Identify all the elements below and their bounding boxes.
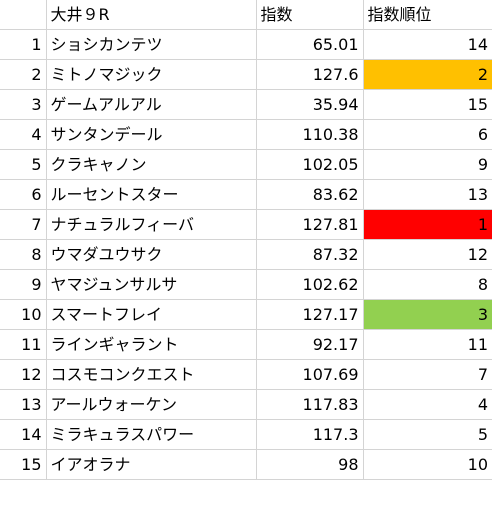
index-value-cell[interactable]: 127.6 <box>255 59 364 90</box>
header-cell-race[interactable]: 大井９R <box>45 0 257 30</box>
rank-value-cell[interactable]: 9 <box>362 149 492 180</box>
index-value-cell[interactable]: 127.81 <box>255 209 364 240</box>
race-index-table: 大井９R 指数 指数順位 1 ショシカンテツ 65.01 14 2 ミトノマジック 127.… <box>0 0 492 480</box>
index-value-cell[interactable]: 102.62 <box>255 269 364 300</box>
index-value-cell[interactable]: 83.62 <box>255 179 364 210</box>
index-value-cell[interactable]: 35.94 <box>255 89 364 120</box>
horse-name-cell[interactable]: ウマダユウサク <box>45 239 257 270</box>
index-value-cell[interactable]: 117.3 <box>255 419 364 450</box>
table-row: 3 ゲームアルアル 35.94 15 <box>0 89 492 120</box>
table-row: 10 スマートフレイ 127.17 3 <box>0 299 492 330</box>
table-row: 4 サンタンデール 110.38 6 <box>0 119 492 150</box>
index-value-cell[interactable]: 98 <box>255 449 364 480</box>
header-cell-number[interactable] <box>0 0 47 30</box>
horse-name-cell[interactable]: ゲームアルアル <box>45 89 257 120</box>
index-value-cell[interactable]: 87.32 <box>255 239 364 270</box>
table-row: 8 ウマダユウサク 87.32 12 <box>0 239 492 270</box>
row-number-cell[interactable]: 1 <box>0 29 47 60</box>
table-row: 11 ラインギャラント 92.17 11 <box>0 329 492 360</box>
horse-name-cell[interactable]: クラキャノン <box>45 149 257 180</box>
horse-name-cell[interactable]: ナチュラルフィーバ <box>45 209 257 240</box>
header-cell-rank[interactable]: 指数順位 <box>362 0 492 30</box>
index-value-cell[interactable]: 107.69 <box>255 359 364 390</box>
horse-name-cell[interactable]: コスモコンクエスト <box>45 359 257 390</box>
horse-name-cell[interactable]: ミトノマジック <box>45 59 257 90</box>
rank-value-cell[interactable]: 15 <box>362 89 492 120</box>
table-row: 9 ヤマジュンサルサ 102.62 8 <box>0 269 492 300</box>
rank-value-cell[interactable]: 7 <box>362 359 492 390</box>
table-row: 7 ナチュラルフィーバ 127.81 1 <box>0 209 492 240</box>
row-number-cell[interactable]: 11 <box>0 329 47 360</box>
table-row: 1 ショシカンテツ 65.01 14 <box>0 29 492 60</box>
horse-name-cell[interactable]: ルーセントスター <box>45 179 257 210</box>
row-number-cell[interactable]: 6 <box>0 179 47 210</box>
rank-value-cell[interactable]: 6 <box>362 119 492 150</box>
table-row: 15 イアオラナ 98 10 <box>0 449 492 480</box>
table-row: 14 ミラキュラスパワー 117.3 5 <box>0 419 492 450</box>
index-value-cell[interactable]: 102.05 <box>255 149 364 180</box>
row-number-cell[interactable]: 4 <box>0 119 47 150</box>
rank-value-cell[interactable]: 8 <box>362 269 492 300</box>
rank-value-cell[interactable]: 13 <box>362 179 492 210</box>
row-number-cell[interactable]: 13 <box>0 389 47 420</box>
horse-name-cell[interactable]: ヤマジュンサルサ <box>45 269 257 300</box>
header-row: 大井９R 指数 指数順位 <box>0 0 492 30</box>
table-row: 6 ルーセントスター 83.62 13 <box>0 179 492 210</box>
row-number-cell[interactable]: 12 <box>0 359 47 390</box>
horse-name-cell[interactable]: ショシカンテツ <box>45 29 257 60</box>
table-row: 5 クラキャノン 102.05 9 <box>0 149 492 180</box>
row-number-cell[interactable]: 3 <box>0 89 47 120</box>
horse-name-cell[interactable]: スマートフレイ <box>45 299 257 330</box>
rank-value-cell[interactable]: 5 <box>362 419 492 450</box>
rank-value-cell[interactable]: 4 <box>362 389 492 420</box>
row-number-cell[interactable]: 7 <box>0 209 47 240</box>
index-value-cell[interactable]: 117.83 <box>255 389 364 420</box>
row-number-cell[interactable]: 2 <box>0 59 47 90</box>
rank-value-cell[interactable]: 3 <box>362 299 492 330</box>
index-value-cell[interactable]: 110.38 <box>255 119 364 150</box>
index-value-cell[interactable]: 127.17 <box>255 299 364 330</box>
horse-name-cell[interactable]: ラインギャラント <box>45 329 257 360</box>
table-row: 2 ミトノマジック 127.6 2 <box>0 59 492 90</box>
rank-value-cell[interactable]: 12 <box>362 239 492 270</box>
header-cell-index[interactable]: 指数 <box>255 0 364 30</box>
rank-value-cell[interactable]: 14 <box>362 29 492 60</box>
horse-name-cell[interactable]: サンタンデール <box>45 119 257 150</box>
horse-name-cell[interactable]: アールウォーケン <box>45 389 257 420</box>
row-number-cell[interactable]: 15 <box>0 449 47 480</box>
table-row: 12 コスモコンクエスト 107.69 7 <box>0 359 492 390</box>
row-number-cell[interactable]: 10 <box>0 299 47 330</box>
row-number-cell[interactable]: 8 <box>0 239 47 270</box>
rank-value-cell[interactable]: 1 <box>362 209 492 240</box>
rank-value-cell[interactable]: 2 <box>362 59 492 90</box>
index-value-cell[interactable]: 65.01 <box>255 29 364 60</box>
row-number-cell[interactable]: 9 <box>0 269 47 300</box>
horse-name-cell[interactable]: ミラキュラスパワー <box>45 419 257 450</box>
index-value-cell[interactable]: 92.17 <box>255 329 364 360</box>
rank-value-cell[interactable]: 11 <box>362 329 492 360</box>
horse-name-cell[interactable]: イアオラナ <box>45 449 257 480</box>
rank-value-cell[interactable]: 10 <box>362 449 492 480</box>
table-row: 13 アールウォーケン 117.83 4 <box>0 389 492 420</box>
row-number-cell[interactable]: 14 <box>0 419 47 450</box>
row-number-cell[interactable]: 5 <box>0 149 47 180</box>
